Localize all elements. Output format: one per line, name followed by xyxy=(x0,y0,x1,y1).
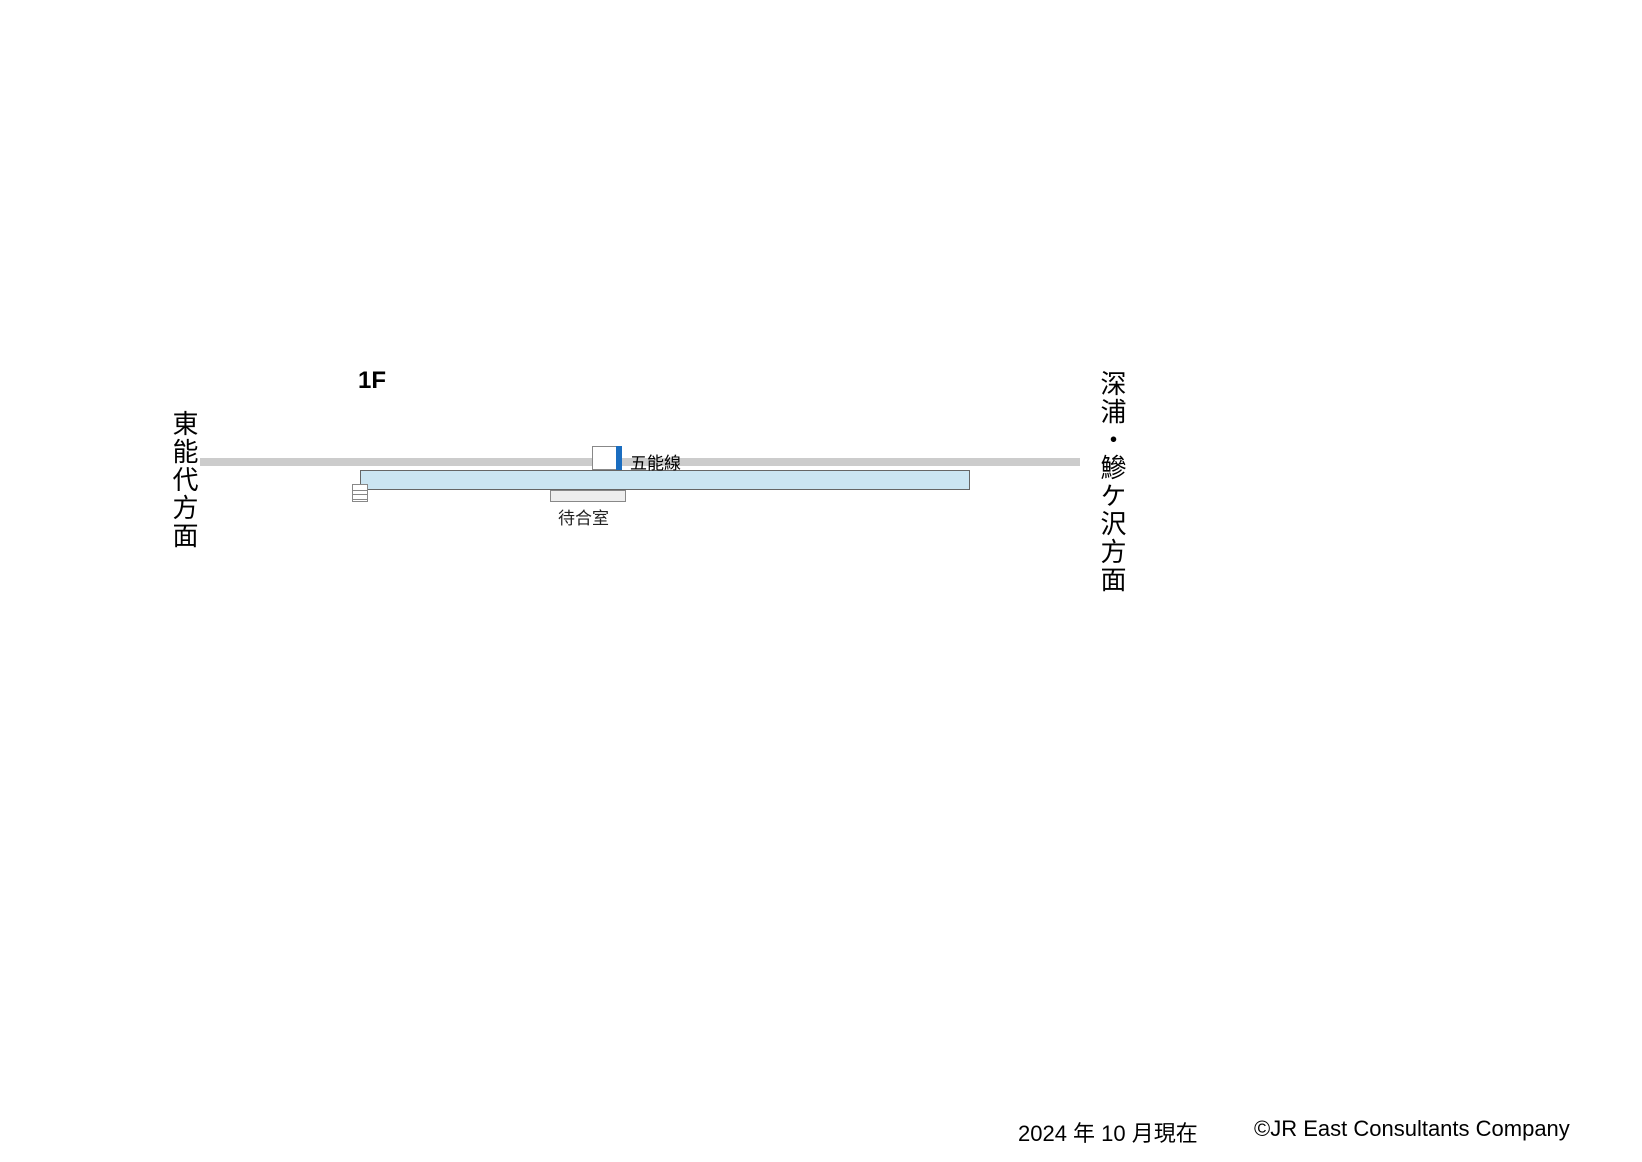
direction-left-label: 東能代方面 xyxy=(166,410,203,550)
track-line-right xyxy=(622,458,1080,466)
line-name-label: 五能線 xyxy=(630,449,681,474)
direction-right-label: 深浦・鰺ケ沢方面 xyxy=(1094,370,1131,594)
stairs-icon xyxy=(352,484,368,502)
footer-copyright: ©JR East Consultants Company xyxy=(1254,1116,1570,1142)
waiting-room-label: 待合室 xyxy=(558,504,609,529)
waiting-room-box xyxy=(550,490,626,502)
line-marker-accent xyxy=(616,446,622,470)
track-line-left xyxy=(200,458,592,466)
floor-label: 1F xyxy=(358,367,386,395)
footer-date: 2024 年 10 月現在 xyxy=(1018,1116,1198,1148)
